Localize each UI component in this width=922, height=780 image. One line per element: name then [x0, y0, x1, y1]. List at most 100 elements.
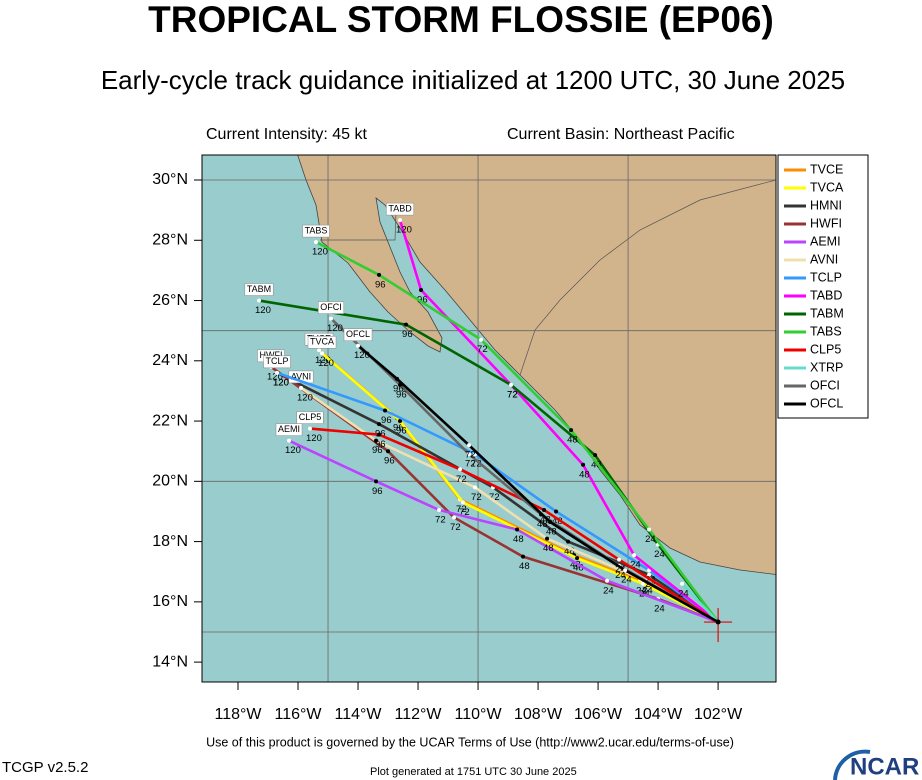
hour-label: 72 [507, 389, 518, 400]
frame [201, 154, 777, 683]
track-point [356, 343, 361, 348]
track-point [377, 422, 382, 427]
track-name-box [263, 355, 291, 369]
hour-label: 96 [375, 439, 386, 450]
hour-label: 72 [435, 514, 446, 525]
track [398, 219, 719, 624]
track-point [548, 520, 553, 525]
hour-label: 48 [513, 534, 524, 545]
track-point [566, 539, 571, 544]
hour-label: 48 [546, 527, 557, 538]
y-tick-label: 16°N [152, 593, 188, 610]
x-tick-label: 104°W [634, 706, 683, 723]
legend-label: HWFI [810, 216, 842, 230]
track-name-label: AEMI [278, 424, 300, 434]
hour-label: 96 [396, 389, 407, 400]
track-point [479, 337, 484, 342]
border [519, 179, 776, 376]
x-tick-label: 102°W [694, 706, 743, 723]
track-point [461, 500, 466, 505]
track-point [437, 507, 442, 512]
track-point [605, 578, 610, 583]
track-point [419, 287, 424, 292]
legend [777, 154, 869, 419]
legend-label: TVCE [810, 162, 843, 176]
track [309, 427, 719, 624]
track-point [458, 467, 463, 472]
track [315, 240, 720, 623]
basin: Current Basin: Northeast Pacific [507, 126, 735, 143]
y-tick-label: 18°N [152, 533, 188, 550]
track-point [299, 385, 304, 390]
track-point [575, 556, 580, 561]
x-tick-label: 106°W [574, 706, 623, 723]
track-name-label: HWFI [260, 350, 283, 360]
y-tick-label: 30°N [152, 171, 188, 188]
track-point [329, 316, 334, 321]
track-point [395, 376, 400, 381]
track-point [404, 322, 409, 327]
hour-label: 120 [273, 377, 289, 388]
track-point [632, 553, 637, 558]
track-point [308, 426, 313, 431]
border [320, 209, 397, 241]
hour-label: 96 [417, 295, 428, 306]
track-point [647, 527, 652, 532]
track-point [521, 554, 526, 559]
track-point [398, 419, 403, 424]
track-point [641, 581, 646, 586]
track-point [275, 370, 280, 375]
track [276, 371, 719, 624]
title: TROPICAL STORM FLOSSIE (EP06) [148, 0, 774, 40]
track-point [545, 536, 550, 541]
x-tick-label: 110°W [455, 706, 503, 723]
terms: Use of this product is governed by the U… [206, 735, 734, 749]
x-tick-label: 116°W [275, 706, 323, 723]
hour-label: 72 [471, 459, 482, 470]
track-point [320, 351, 325, 356]
track [681, 582, 720, 623]
legend-label: TABM [810, 306, 844, 320]
hour-label: 24 [630, 560, 641, 571]
hour-label: 96 [396, 426, 407, 437]
hour-label: 96 [384, 456, 395, 467]
track-name-box [343, 328, 373, 341]
track-point [317, 348, 322, 353]
hour-label: 24 [636, 585, 647, 596]
track-point [593, 453, 598, 458]
track-point [377, 432, 382, 437]
hour-label: 96 [372, 445, 383, 456]
track-name-label: CLP5 [299, 412, 322, 422]
track-point [383, 408, 388, 413]
legend-label: AVNI [810, 252, 838, 266]
track-point [554, 509, 559, 514]
hour-label: 24 [615, 564, 626, 575]
hour-label: 72 [459, 507, 470, 518]
hour-label: 72 [450, 522, 461, 533]
y-tick-label: 14°N [152, 653, 188, 670]
hour-label: 48 [567, 435, 578, 446]
track [276, 371, 719, 624]
legend-label: AEMI [810, 234, 841, 248]
y-tick-label: 22°N [152, 412, 188, 429]
track-name-label: OFCL [346, 329, 370, 339]
hour-label: 48 [537, 519, 548, 530]
hour-label: 96 [372, 486, 383, 497]
version: TCGP v2.5.2 [2, 759, 88, 776]
x-tick-label: 114°W [335, 706, 383, 723]
hour-label: 72 [456, 504, 467, 515]
hour-label: 48 [543, 543, 554, 554]
track-point [467, 443, 472, 448]
x-tick-label: 112°W [395, 706, 443, 723]
track-name-box [386, 202, 414, 216]
track-point [257, 298, 262, 303]
track-point [569, 428, 574, 433]
legend-label: OFCL [810, 396, 843, 410]
intensity: Current Intensity: 45 kt [206, 126, 368, 143]
track [258, 299, 720, 623]
track-name-label: AVNI [291, 371, 311, 381]
hour-label: 120 [273, 377, 289, 388]
track-point [314, 240, 319, 245]
hour-label: 72 [471, 492, 482, 503]
track-point [509, 382, 514, 387]
